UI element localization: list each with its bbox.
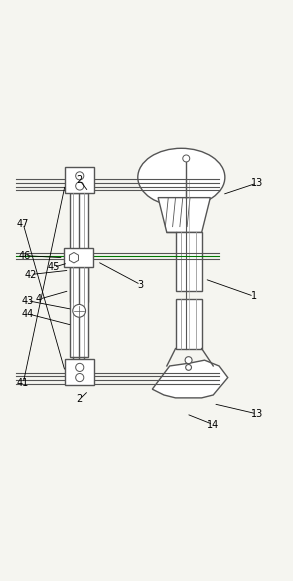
Text: 42: 42	[24, 270, 37, 279]
Text: 41: 41	[17, 378, 29, 388]
Circle shape	[76, 374, 84, 382]
Text: 46: 46	[18, 250, 31, 261]
Text: 14: 14	[207, 419, 219, 429]
FancyBboxPatch shape	[70, 193, 88, 302]
Circle shape	[185, 357, 192, 364]
Text: 13: 13	[251, 409, 263, 419]
Text: 44: 44	[21, 309, 34, 319]
Circle shape	[73, 304, 86, 317]
FancyBboxPatch shape	[70, 267, 88, 357]
Polygon shape	[69, 253, 79, 263]
Text: 45: 45	[47, 262, 60, 272]
Text: 4: 4	[36, 294, 42, 304]
Text: 47: 47	[17, 219, 29, 229]
Text: 2: 2	[77, 394, 83, 404]
Circle shape	[183, 155, 190, 162]
Circle shape	[76, 172, 84, 180]
FancyBboxPatch shape	[176, 299, 202, 349]
Text: 1: 1	[251, 291, 257, 302]
FancyBboxPatch shape	[65, 167, 94, 193]
Polygon shape	[152, 360, 228, 398]
Text: 3: 3	[138, 279, 144, 290]
Text: 13: 13	[251, 178, 263, 188]
FancyBboxPatch shape	[64, 249, 93, 267]
Text: 2: 2	[77, 175, 83, 185]
FancyBboxPatch shape	[65, 358, 94, 385]
Circle shape	[76, 182, 84, 190]
Text: 43: 43	[21, 296, 34, 306]
Circle shape	[186, 364, 192, 370]
Polygon shape	[158, 198, 210, 232]
FancyBboxPatch shape	[176, 232, 202, 290]
Ellipse shape	[138, 148, 225, 206]
Circle shape	[76, 363, 84, 371]
